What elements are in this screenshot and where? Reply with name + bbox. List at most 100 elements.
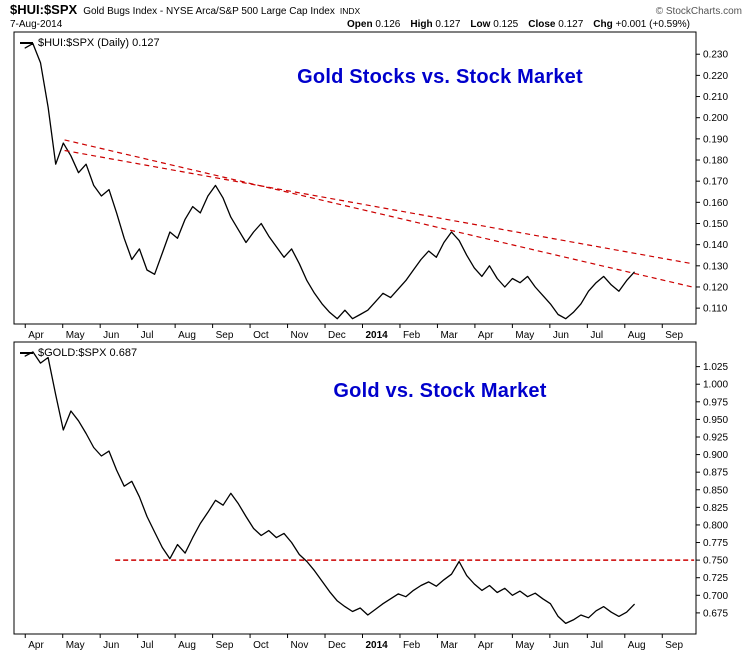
svg-text:Oct: Oct bbox=[253, 640, 269, 650]
svg-text:Sep: Sep bbox=[665, 330, 683, 340]
svg-text:May: May bbox=[515, 640, 534, 650]
svg-text:0.850: 0.850 bbox=[703, 485, 728, 496]
svg-text:0.725: 0.725 bbox=[703, 573, 728, 584]
svg-text:0.150: 0.150 bbox=[703, 219, 728, 230]
svg-text:Mar: Mar bbox=[440, 640, 458, 650]
quote-high-label: High bbox=[410, 19, 433, 30]
symbol-description: Gold Bugs Index - NYSE Arca/S&P 500 Larg… bbox=[83, 6, 335, 17]
quote-close: Close 0.127 bbox=[528, 19, 583, 31]
svg-text:Sep: Sep bbox=[665, 640, 683, 650]
quote-open: Open 0.126 bbox=[347, 19, 400, 31]
legend-text: $HUI:$SPX (Daily) 0.127 bbox=[38, 37, 160, 49]
quote-close-label: Close bbox=[528, 19, 556, 30]
svg-text:Aug: Aug bbox=[628, 330, 646, 340]
svg-text:Feb: Feb bbox=[403, 640, 421, 650]
svg-text:Aug: Aug bbox=[178, 330, 196, 340]
svg-text:Jun: Jun bbox=[553, 640, 569, 650]
chart-date: 7-Aug-2014 bbox=[10, 19, 63, 30]
top-chart-title: Gold Stocks vs. Stock Market bbox=[297, 66, 583, 88]
svg-text:0.230: 0.230 bbox=[703, 50, 728, 61]
copyright-notice: © StockCharts.com bbox=[655, 6, 742, 17]
series-line-swatch bbox=[20, 352, 33, 354]
svg-text:0.220: 0.220 bbox=[703, 71, 728, 82]
svg-text:0.190: 0.190 bbox=[703, 134, 728, 145]
symbol: $HUI:$SPX bbox=[10, 2, 78, 17]
hui-spx-panel: 0.230 0.220 0.210 0.200 0.190 0.180 0.170 0.160… bbox=[0, 30, 750, 340]
svg-text:0.825: 0.825 bbox=[703, 503, 728, 514]
svg-text:2014: 2014 bbox=[365, 330, 388, 340]
svg-text:0.110: 0.110 bbox=[703, 304, 728, 315]
svg-text:Sep: Sep bbox=[216, 330, 234, 340]
svg-text:2014: 2014 bbox=[365, 640, 388, 650]
svg-text:Feb: Feb bbox=[403, 330, 421, 340]
svg-text:0.975: 0.975 bbox=[703, 397, 728, 408]
svg-text:Dec: Dec bbox=[328, 330, 346, 340]
quote-low: Low 0.125 bbox=[470, 19, 518, 31]
svg-text:0.210: 0.210 bbox=[703, 92, 728, 103]
svg-text:Sep: Sep bbox=[216, 640, 234, 650]
quote-open-value: 0.126 bbox=[375, 19, 401, 30]
quote-close-value: 0.127 bbox=[558, 19, 584, 30]
bottom-chart-title: Gold vs. Stock Market bbox=[333, 380, 547, 402]
series-line-swatch bbox=[20, 42, 33, 44]
quote-low-value: 0.125 bbox=[493, 19, 519, 30]
quote-change: Chg +0.001 (+0.59%) bbox=[593, 19, 690, 31]
svg-text:0.140: 0.140 bbox=[703, 240, 728, 251]
svg-text:0.775: 0.775 bbox=[703, 538, 728, 549]
gold-spx-panel: 1.025 1.000 0.975 0.950 0.925 0.900 0.875 0.850… bbox=[0, 340, 750, 650]
svg-text:0.750: 0.750 bbox=[703, 556, 728, 567]
svg-text:0.675: 0.675 bbox=[703, 608, 728, 619]
exchange-label: INDX bbox=[339, 6, 361, 16]
quote-open-label: Open bbox=[347, 19, 373, 30]
header-line-2: 7-Aug-2014 Open 0.126 High 0.127 Low 0.1… bbox=[10, 19, 742, 31]
svg-text:0.900: 0.900 bbox=[703, 450, 728, 461]
svg-text:Jul: Jul bbox=[141, 330, 154, 340]
quote-low-label: Low bbox=[470, 19, 491, 30]
svg-text:0.925: 0.925 bbox=[703, 432, 728, 443]
header-line-1: $HUI:$SPX Gold Bugs Index - NYSE Arca/S&… bbox=[10, 3, 742, 18]
gold-spx-price-chart: 1.025 1.000 0.975 0.950 0.925 0.900 0.875 0.850… bbox=[13, 341, 728, 650]
svg-text:Apr: Apr bbox=[28, 330, 44, 340]
svg-text:1.025: 1.025 bbox=[703, 362, 728, 373]
quote-high-value: 0.127 bbox=[435, 19, 461, 30]
hui-spx-price-chart: 0.230 0.220 0.210 0.200 0.190 0.180 0.170 0.160… bbox=[13, 31, 728, 340]
svg-text:Apr: Apr bbox=[478, 640, 494, 650]
svg-text:Aug: Aug bbox=[178, 640, 196, 650]
svg-text:Aug: Aug bbox=[628, 640, 646, 650]
svg-text:Apr: Apr bbox=[28, 640, 44, 650]
gold-spx-legend: $GOLD:$SPX 0.687 bbox=[20, 347, 137, 359]
svg-text:Jul: Jul bbox=[590, 640, 603, 650]
svg-text:Nov: Nov bbox=[291, 330, 309, 340]
svg-text:Mar: Mar bbox=[440, 330, 458, 340]
svg-text:0.200: 0.200 bbox=[703, 113, 728, 124]
svg-text:0.180: 0.180 bbox=[703, 156, 728, 167]
svg-text:0.160: 0.160 bbox=[703, 198, 728, 209]
svg-text:Jun: Jun bbox=[103, 330, 119, 340]
svg-text:0.130: 0.130 bbox=[703, 261, 728, 272]
legend-text: $GOLD:$SPX 0.687 bbox=[38, 347, 138, 359]
chart-header: $HUI:$SPX Gold Bugs Index - NYSE Arca/S&… bbox=[0, 0, 750, 30]
svg-text:0.800: 0.800 bbox=[703, 520, 728, 531]
svg-text:Jul: Jul bbox=[590, 330, 603, 340]
svg-text:0.120: 0.120 bbox=[703, 282, 728, 293]
svg-text:0.875: 0.875 bbox=[703, 468, 728, 479]
quote-high: High 0.127 bbox=[410, 19, 460, 31]
svg-text:0.950: 0.950 bbox=[703, 415, 728, 426]
quote-change-value: +0.001 (+0.59%) bbox=[615, 19, 691, 30]
svg-text:0.700: 0.700 bbox=[703, 591, 728, 602]
quote-change-label: Chg bbox=[593, 19, 613, 30]
svg-text:Jul: Jul bbox=[141, 640, 154, 650]
svg-text:May: May bbox=[66, 330, 85, 340]
svg-text:Jun: Jun bbox=[103, 640, 119, 650]
svg-text:May: May bbox=[515, 330, 534, 340]
svg-text:1.000: 1.000 bbox=[703, 380, 728, 391]
svg-text:Oct: Oct bbox=[253, 330, 269, 340]
svg-text:Dec: Dec bbox=[328, 640, 346, 650]
svg-text:Jun: Jun bbox=[553, 330, 569, 340]
hui-spx-legend: $HUI:$SPX (Daily) 0.127 bbox=[20, 37, 160, 49]
svg-text:Apr: Apr bbox=[478, 330, 494, 340]
ohlc-quote: Open 0.126 High 0.127 Low 0.125 Close 0.… bbox=[347, 19, 690, 31]
svg-text:May: May bbox=[66, 640, 85, 650]
svg-text:Nov: Nov bbox=[291, 640, 309, 650]
